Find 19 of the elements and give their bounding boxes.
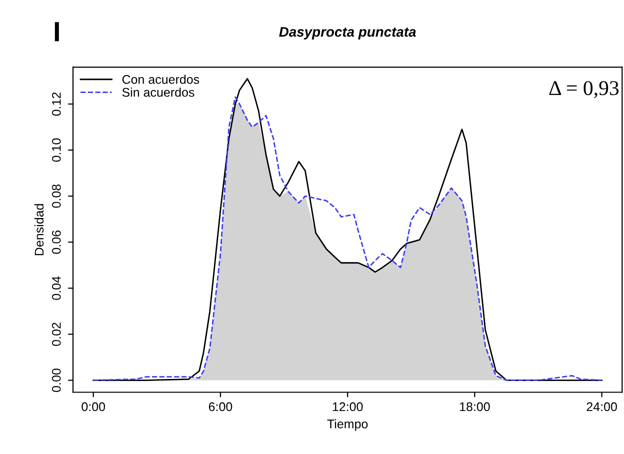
x-axis-title: Tiempo: [327, 419, 368, 431]
x-tick-label: 0:00: [82, 402, 106, 412]
legend-label: Sin acuerdos: [122, 88, 194, 97]
x-tick-label: 12:00: [332, 402, 363, 412]
y-tick-label: 0.02: [52, 322, 61, 346]
x-tick-label: 24:00: [586, 402, 617, 412]
y-tick-label: 0.12: [52, 92, 61, 116]
x-tick-label: 6:00: [208, 402, 232, 412]
y-tick-label: 0.04: [52, 276, 61, 300]
y-tick-label: 0.00: [52, 368, 61, 392]
legend-label: Con acuerdos: [122, 74, 200, 84]
y-tick-label: 0.10: [52, 138, 61, 162]
y-tick-label: 0.08: [52, 184, 61, 208]
y-axis-title: Densidad: [34, 204, 44, 256]
x-tick-label: 18:00: [460, 402, 490, 412]
chart-title: Dasyprocta punctata: [279, 27, 416, 40]
annotation: Δ = 0,93: [549, 81, 619, 98]
text: I: [54, 22, 59, 42]
y-tick-label: 0.06: [52, 230, 61, 254]
